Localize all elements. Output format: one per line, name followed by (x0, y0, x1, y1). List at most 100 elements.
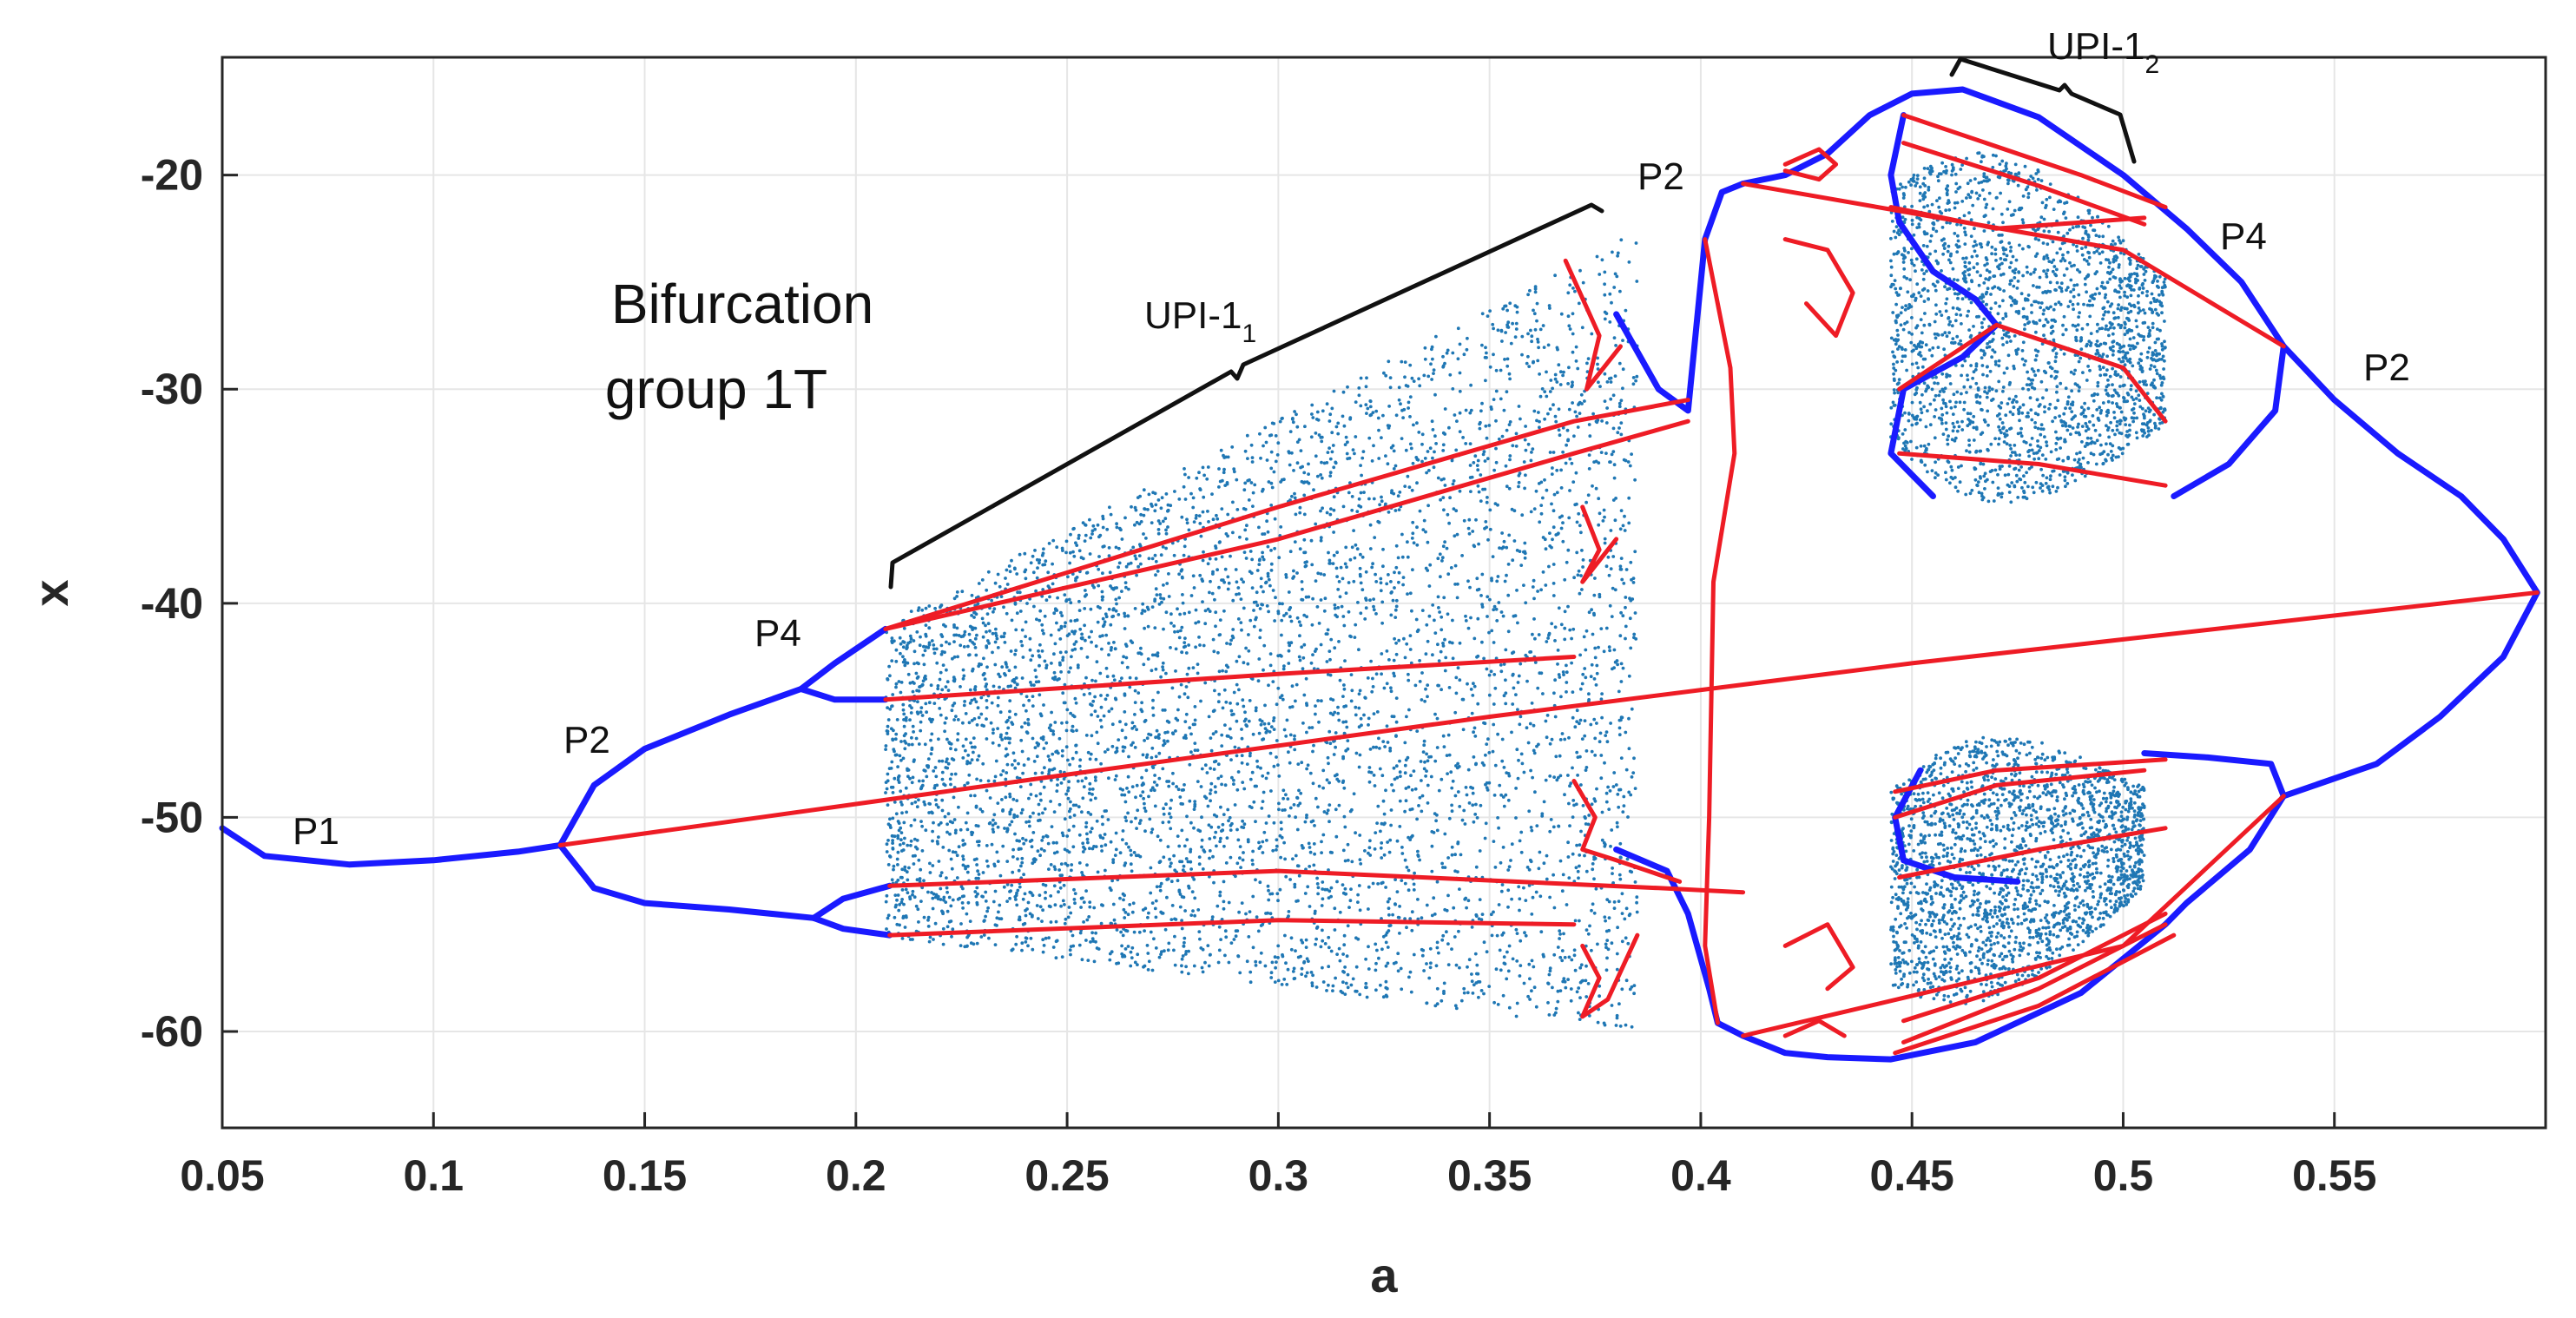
chaos-point (1123, 611, 1126, 616)
chaos-point (1235, 592, 1238, 596)
chaos-point (1093, 775, 1097, 780)
chaos-point (1607, 916, 1611, 919)
chaos-point (1345, 725, 1349, 729)
chaos-point (1127, 845, 1130, 849)
chaos-point (1178, 612, 1182, 616)
chaos-point (1079, 556, 1084, 560)
chaos-point (1381, 547, 1385, 551)
chaos-point (1619, 610, 1623, 615)
chaos-point (1306, 885, 1310, 889)
chaos-point (1477, 542, 1480, 546)
chaos-point (932, 643, 936, 647)
chaos-point (1458, 430, 1462, 433)
chaos-point (1266, 571, 1270, 576)
chaos-point (1008, 896, 1011, 900)
chaos-point (1187, 972, 1190, 976)
chaos-point (953, 748, 958, 752)
chaos-point (1575, 750, 1579, 755)
chaos-point (1479, 473, 1483, 477)
chaos-point (1123, 581, 1128, 584)
chaos-point (1084, 776, 1088, 781)
chaos-point (1211, 732, 1216, 736)
chaos-point (1238, 535, 1242, 539)
chaos-point (1156, 690, 1160, 695)
chaos-point (1090, 529, 1095, 533)
chaos-point (1062, 883, 1066, 887)
chaos-point (949, 919, 953, 923)
chaos-point (1528, 722, 1532, 726)
chaos-point (1114, 597, 1118, 602)
chaos-point (1620, 939, 1624, 944)
chaos-point (1162, 812, 1166, 816)
chaos-point (1397, 638, 1401, 643)
chaos-point (1112, 678, 1117, 682)
chaos-point (901, 702, 906, 707)
chaos-point (956, 718, 960, 722)
chaos-point (1341, 980, 1345, 985)
chaos-point (1090, 640, 1093, 644)
chaos-point (1117, 561, 1122, 565)
chaos-point (1302, 537, 1307, 542)
chaos-point (1536, 686, 1540, 690)
chaos-point (1024, 620, 1028, 624)
chaos-point (1632, 984, 1637, 987)
chaos-point (1530, 959, 1534, 963)
chaos-point (1086, 750, 1090, 755)
chaos-point (1274, 965, 1277, 970)
chaos-point (1261, 738, 1264, 741)
chaos-point (1537, 867, 1541, 871)
chaos-point (945, 757, 949, 761)
chaos-point (1519, 964, 1523, 967)
chaos-point (1038, 693, 1042, 697)
chaos-point (1584, 766, 1589, 769)
chaos-point (1433, 812, 1437, 815)
chaos-point (1453, 413, 1457, 417)
chaos-point (1380, 499, 1384, 504)
chaos-point (1619, 421, 1624, 425)
chaos-point (1063, 682, 1067, 687)
chaos-point (886, 772, 890, 776)
chaos-point (1603, 537, 1607, 541)
chaos-point (1134, 557, 1138, 561)
chaos-point (1183, 909, 1187, 913)
chaos-point (1316, 571, 1321, 576)
chaos-point (1196, 671, 1200, 675)
chaos-point (1101, 514, 1105, 518)
chaos-point (1595, 254, 1599, 259)
chaos-point (1311, 781, 1315, 786)
chaos-point (1334, 460, 1338, 465)
chaos-point (1177, 888, 1182, 893)
chaos-point (1563, 955, 1567, 959)
chaos-point (1360, 473, 1363, 478)
chaos-point (1275, 755, 1278, 759)
chaos-point (1602, 649, 1606, 654)
chaos-point (1425, 471, 1428, 475)
chaos-point (1103, 620, 1107, 624)
chaos-point (1367, 436, 1372, 440)
chaos-point (1512, 614, 1516, 618)
chaos-point (1203, 763, 1208, 768)
chaos-point (1412, 952, 1416, 957)
chaos-point (1271, 680, 1275, 683)
chaos-point (1312, 863, 1316, 867)
chaos-point (1107, 653, 1110, 657)
chaos-point (1008, 570, 1012, 574)
chaos-point (1387, 405, 1391, 408)
chaos-point (1055, 840, 1058, 845)
chaos-point (1336, 606, 1341, 610)
chaos-point (1316, 886, 1321, 890)
chaos-point (915, 805, 919, 809)
chaos-point (1385, 582, 1389, 586)
chaos-point (1529, 768, 1532, 773)
chaos-point (1430, 419, 1434, 424)
chaos-point (1571, 287, 1575, 290)
chaos-point (977, 754, 981, 758)
chaos-point (924, 828, 928, 833)
chaos-point (1302, 493, 1307, 498)
chaos-point (1255, 569, 1260, 572)
chaos-point (1049, 728, 1053, 733)
chaos-point (1475, 464, 1479, 467)
chaos-point (1499, 328, 1504, 333)
chaos-point (1400, 555, 1405, 559)
chaos-point (1201, 510, 1205, 514)
